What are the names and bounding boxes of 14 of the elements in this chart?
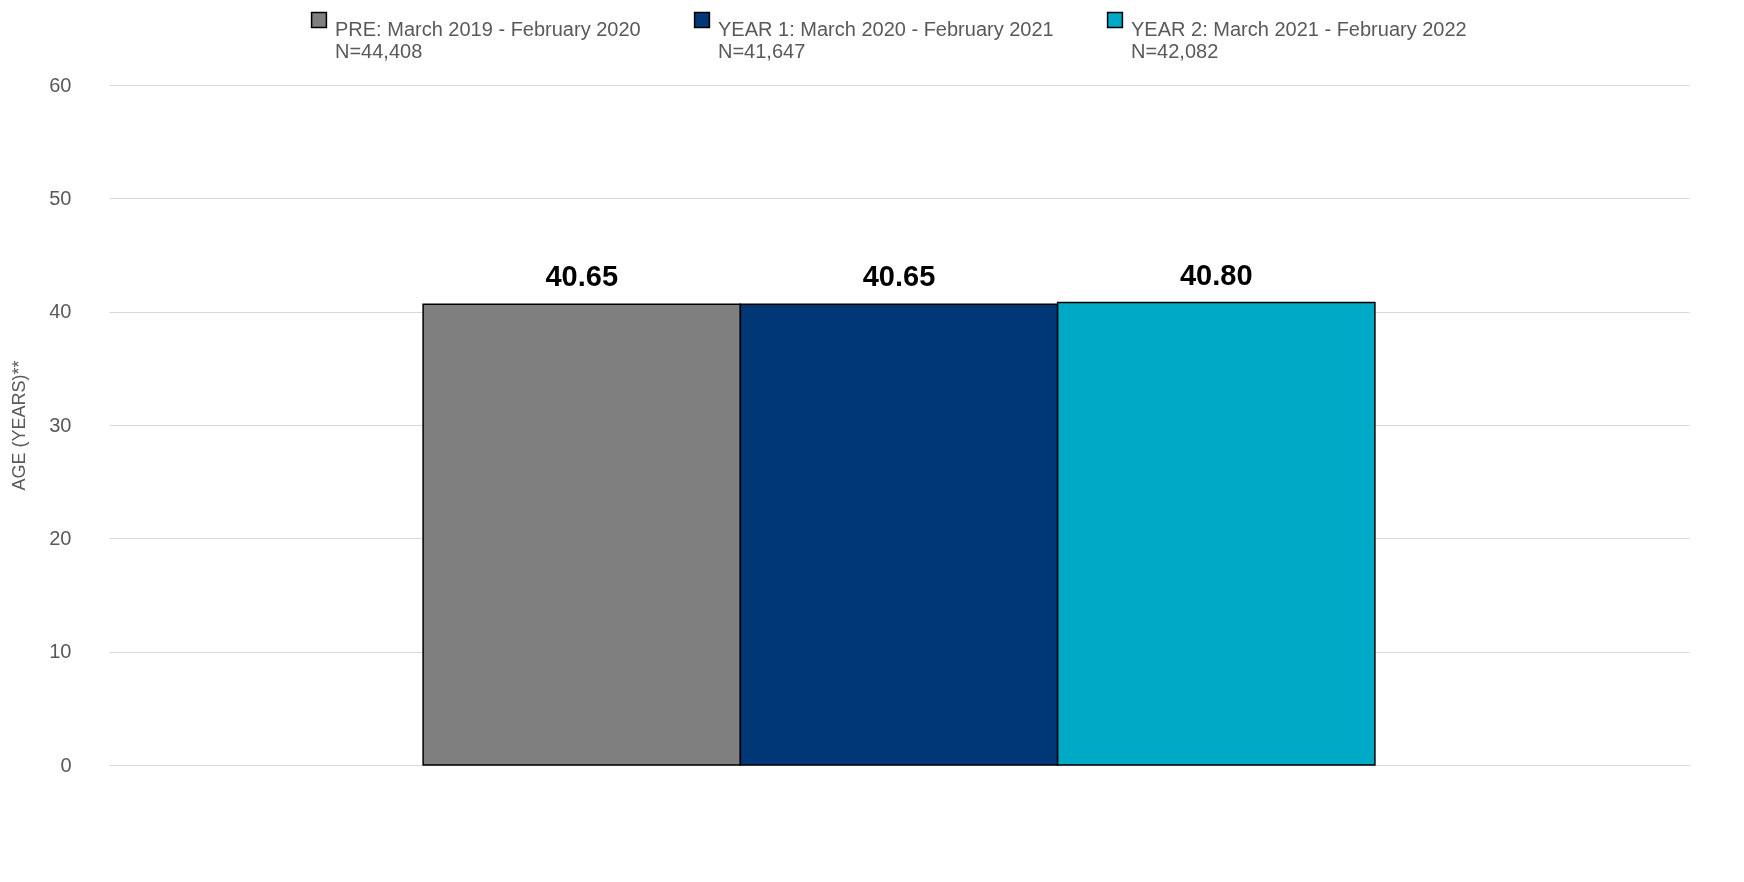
y-tick-label: 60 xyxy=(49,73,72,96)
legend-label: YEAR 2: March 2021 - February 2022 N=42,082 xyxy=(1131,18,1467,62)
legend-label: YEAR 1: March 2020 - February 2021 N=41,647 xyxy=(718,18,1054,62)
y-tick-label: 40 xyxy=(49,300,72,323)
legend-label: PRE: March 2019 - February 2020 N=44,408 xyxy=(335,18,641,62)
y-tick-label: 30 xyxy=(49,413,72,436)
y-tick-label: 10 xyxy=(49,640,72,663)
data-label: 40.80 xyxy=(1179,258,1253,291)
y-axis-title: AGE (YEARS)** xyxy=(9,360,30,491)
data-label: 40.65 xyxy=(862,260,936,293)
data-label: 40.65 xyxy=(545,260,619,293)
y-tick-label: 50 xyxy=(49,186,72,209)
y-tick-label: 20 xyxy=(49,526,72,549)
y-tick-label: 0 xyxy=(60,753,72,776)
